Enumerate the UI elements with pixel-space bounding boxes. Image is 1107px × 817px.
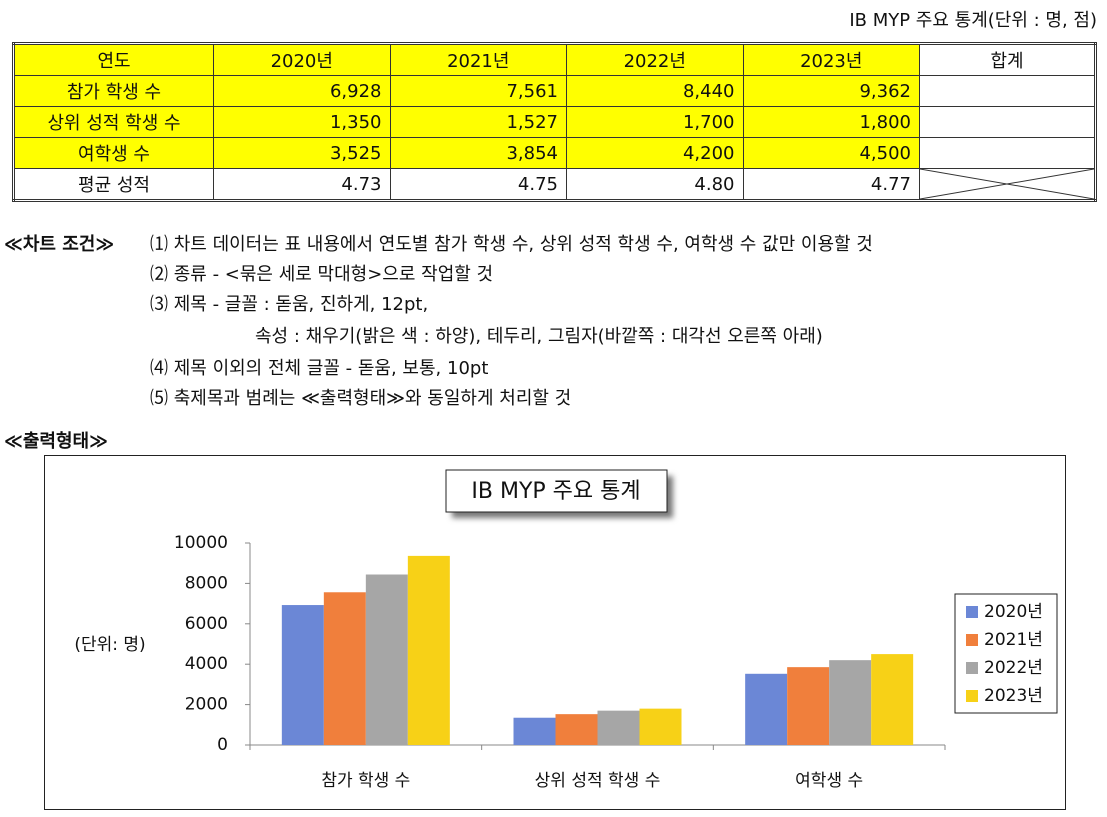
sum-cell [919,106,1096,138]
value-cell: 8,440 [566,75,744,107]
legend-swatch [966,634,978,646]
header-cell: 합계 [919,43,1096,76]
x-tick-label: 참가 학생 수 [321,771,410,791]
header-cell: 연도 [13,43,214,76]
header-cell: 2023년 [742,43,920,76]
chart-title: IB MYP 주요 통계 [471,479,640,504]
title-box [445,469,668,513]
value-cell: 9,362 [742,75,920,107]
value-cell: 4.77 [742,168,920,201]
value-cell: 7,561 [389,75,567,107]
bar [829,660,872,745]
bar [639,708,682,745]
y-axis-label: (단위: 명) [74,635,145,655]
legend-swatch [966,690,978,702]
value-cell: 6,928 [213,75,391,107]
header-cell: 2021년 [389,43,567,76]
table-row: 상위 성적 학생 수 1,350 1,527 1,700 1,800 [13,106,1096,138]
legend-swatch [966,606,978,618]
value-cell: 4.80 [566,168,744,201]
caption: IB MYP 주요 통계(단위 : 명, 점) [849,10,1097,31]
condition-line: ⑵ 종류 - <묶은 세로 막대형>으로 작업할 것 [150,264,494,285]
value-cell: 1,527 [389,106,567,138]
condition-line: ⑷ 제목 이외의 전체 글꼴 - 돋움, 보통, 10pt [150,358,489,379]
legend-label: 2023년 [984,686,1043,706]
value-cell: 4,500 [742,137,920,169]
bar [407,555,450,745]
conditions-heading: ≪차트 조건≫ [4,230,114,256]
chart: IB MYP 주요 통계 (단위: 명) 0 2000 4000 6000 8000 10… [44,455,1066,810]
table-row: 여학생 수 3,525 3,854 4,200 4,500 [13,137,1096,169]
table-row: 참가 학생 수 6,928 7,561 8,440 9,362 [13,75,1096,107]
sum-cell [919,75,1096,107]
value-cell: 3,854 [389,137,567,169]
x-tick-label: 상위 성적 학생 수 [535,771,661,791]
output-heading: ≪출력형태≫ [4,431,108,452]
sum-cell [919,137,1096,169]
y-tick-label: 0 [217,735,228,755]
sum-cell [919,168,1096,201]
value-cell: 1,700 [566,106,744,138]
bar [555,714,598,745]
bar [745,673,788,745]
bar [281,605,324,745]
y-tick-label: 8000 [185,573,228,593]
x-tick-label: 여학생 수 [795,771,863,791]
bar [323,592,366,745]
header-cell: 2022년 [566,43,744,76]
value-cell: 4,200 [566,137,744,169]
row-label: 참가 학생 수 [13,75,214,107]
row-label: 여학생 수 [13,137,214,169]
y-tick-label: 6000 [185,614,228,634]
value-cell: 1,350 [213,106,391,138]
y-tick-label: 10000 [174,533,228,553]
value-cell: 1,800 [742,106,920,138]
diagonal-cross [920,169,1094,199]
bar [597,710,640,745]
stats-table: 연도 2020년 2021년 2022년 2023년 합계 참가 학생 수 6,9… [12,42,1097,202]
legend-label: 2020년 [984,602,1043,622]
legend-label: 2021년 [984,630,1043,650]
y-tick-label: 4000 [185,654,228,674]
bar [871,654,914,745]
legend-label: 2022년 [984,658,1043,678]
condition-line: ⑶ 제목 - 글꼴 : 돋움, 진하게, 12pt, [150,294,429,315]
value-cell: 4.73 [213,168,391,201]
condition-line: ⑸ 축제목과 범례는 ≪출력형태≫와 동일하게 처리할 것 [150,388,572,409]
bar [787,667,830,745]
y-tick-label: 2000 [185,695,228,715]
legend-swatch [966,662,978,674]
condition-line: ⑴ 차트 데이터는 표 내용에서 연도별 참가 학생 수, 상위 성적 학생 수… [150,234,873,255]
row-label: 상위 성적 학생 수 [13,106,214,138]
table-row: 평균 성적 4.73 4.75 4.80 4.77 [13,168,1096,201]
heading-text: ≪차트 조건≫ [4,234,115,255]
table-header: 연도 2020년 2021년 2022년 2023년 합계 [13,43,1096,76]
condition-line: 속성 : 채우기(밝은 색 : 하양), 테두리, 그림자(바깥쪽 : 대각선 … [255,326,823,347]
bar [365,574,408,745]
header-cell: 2020년 [213,43,391,76]
bar [513,717,556,745]
row-label: 평균 성적 [13,168,214,201]
value-cell: 3,525 [213,137,391,169]
value-cell: 4.75 [389,168,567,201]
